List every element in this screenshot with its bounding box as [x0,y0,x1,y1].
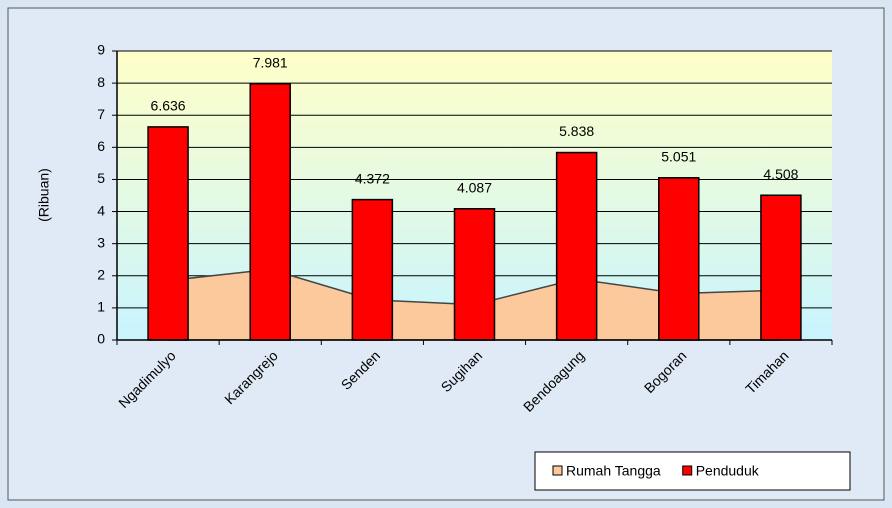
legend-swatch [682,465,693,476]
bar [249,82,291,341]
bar [760,194,802,341]
y-tick-label: 7 [97,106,105,122]
data-label: 4.508 [763,166,798,182]
y-axis-label: (Ribuan) [36,168,52,222]
legend-box [534,451,851,491]
legend-swatch [552,465,563,476]
data-label: 7.981 [253,54,288,70]
bar [147,126,189,341]
y-tick-label: 4 [97,202,105,218]
bar [658,177,700,341]
data-label: 6.636 [151,98,186,114]
y-tick-label: 9 [97,42,105,58]
y-tick-label: 0 [97,331,105,347]
bar [555,151,598,341]
legend-label: Rumah Tangga [566,463,661,479]
data-label: 4.372 [355,170,390,186]
y-tick-label: 1 [97,299,105,315]
data-label: 4.087 [457,179,492,195]
y-tick-label: 8 [97,74,105,90]
data-label: 5.838 [559,123,594,139]
legend-label: Penduduk [696,463,760,479]
bar [351,198,394,341]
y-tick-label: 2 [97,266,105,282]
data-label: 5.051 [661,149,696,165]
y-tick-label: 5 [97,170,105,186]
bar [453,208,496,341]
y-tick-label: 3 [97,234,105,250]
y-tick-label: 6 [97,138,105,154]
